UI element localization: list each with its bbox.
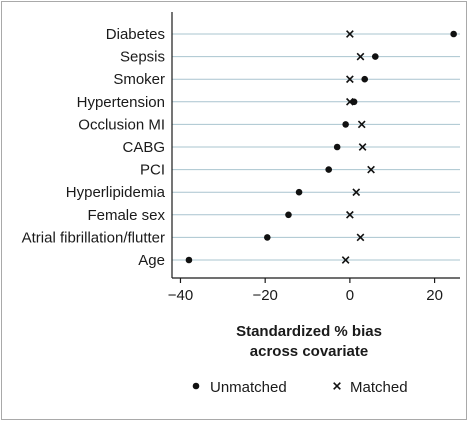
matched-point — [356, 233, 365, 242]
matched-point — [346, 75, 354, 84]
matched-point — [358, 143, 367, 151]
category-label: CABG — [122, 139, 165, 156]
unmatched-point — [342, 121, 349, 128]
unmatched-point — [361, 75, 369, 83]
matched-point — [346, 97, 354, 106]
matched-point — [341, 256, 350, 264]
matched-point — [352, 188, 361, 197]
category-label: Female sex — [87, 207, 165, 224]
unmatched-point — [325, 166, 333, 173]
category-label: Smoker — [113, 71, 165, 88]
unmatched-point — [371, 53, 379, 60]
matched-point — [357, 120, 366, 129]
x-tick-label: −20 — [252, 287, 277, 304]
category-label: Occlusion MI — [78, 116, 165, 133]
x-axis-title-line-2: across covariate — [250, 343, 368, 360]
category-label: Age — [138, 252, 165, 269]
category-label: Diabetes — [106, 26, 165, 43]
matched-point — [346, 30, 354, 38]
matched-point — [367, 165, 375, 174]
category-label: Sepsis — [120, 49, 165, 66]
unmatched-point — [333, 143, 341, 151]
x-tick-label: 0 — [346, 287, 354, 304]
matched-point — [356, 52, 365, 61]
unmatched-point — [285, 211, 292, 219]
category-label: Hypertension — [77, 94, 165, 111]
legend-label: Matched — [350, 379, 408, 396]
unmatched-point — [295, 188, 303, 196]
category-label: PCI — [140, 162, 165, 179]
x-axis-title-line-1: Standardized % bias — [236, 323, 382, 340]
category-label: Atrial fibrillation/flutter — [22, 229, 165, 246]
x-tick-label: −40 — [168, 287, 193, 304]
unmatched-point — [263, 234, 271, 241]
legend-marker-unmatched — [192, 382, 200, 390]
x-tick-label: 20 — [426, 287, 443, 304]
unmatched-point — [185, 256, 193, 264]
matched-point — [346, 210, 354, 219]
unmatched-point — [450, 30, 457, 38]
legend-label: Unmatched — [210, 379, 287, 396]
category-label: Hyperlipidemia — [66, 184, 166, 201]
legend-marker-matched — [333, 382, 341, 390]
